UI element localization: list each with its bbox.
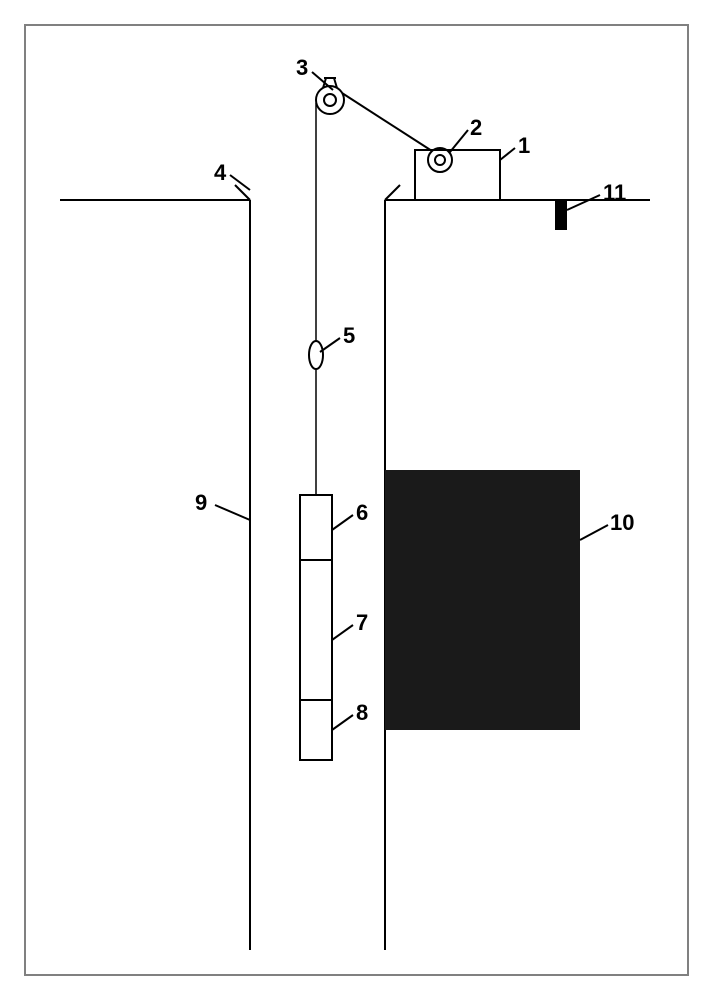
surface-marker: [555, 200, 567, 230]
leader-4: [230, 175, 250, 190]
label-7: 7: [356, 610, 368, 636]
leader-10: [580, 525, 608, 540]
label-8: 8: [356, 700, 368, 726]
label-1: 1: [518, 133, 530, 159]
bevel-right: [385, 185, 400, 200]
leader-1: [500, 148, 515, 160]
leader-2: [450, 130, 468, 152]
tool-seg-1: [300, 495, 332, 560]
tool-seg-3: [300, 700, 332, 760]
leader-7: [332, 625, 353, 640]
leader-11: [567, 195, 600, 210]
leader-6: [332, 515, 353, 530]
tool-seg-2: [300, 560, 332, 700]
label-4: 4: [214, 160, 226, 186]
formation-block: [385, 470, 580, 730]
diagram-canvas: 1 2 3 4 5 6 7 8 9 10 11: [0, 0, 713, 1000]
label-3: 3: [296, 55, 308, 81]
pulley-inner: [324, 94, 336, 106]
swivel: [309, 341, 323, 369]
label-2: 2: [470, 115, 482, 141]
pulley-outer: [316, 86, 344, 114]
spool-inner: [435, 155, 445, 165]
label-11: 11: [603, 180, 626, 206]
label-10: 10: [610, 510, 634, 536]
cable-span: [342, 93, 432, 151]
label-9: 9: [195, 490, 207, 516]
label-5: 5: [343, 323, 355, 349]
label-6: 6: [356, 500, 368, 526]
leader-9: [215, 505, 250, 520]
leader-5: [320, 338, 340, 352]
leader-8: [332, 715, 353, 730]
